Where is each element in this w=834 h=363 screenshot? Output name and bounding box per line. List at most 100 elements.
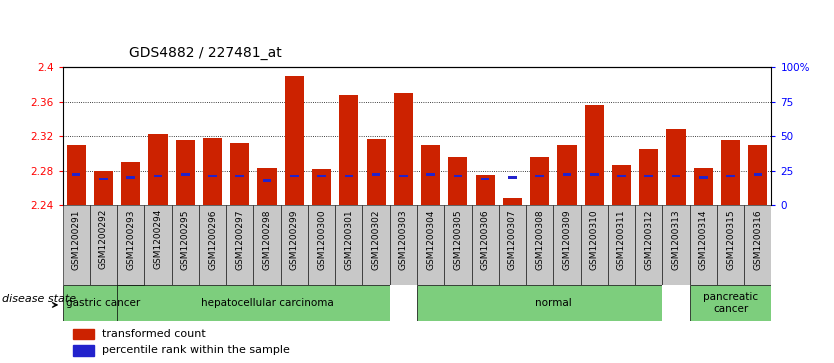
Bar	[454, 175, 462, 178]
Text: GSM1200316: GSM1200316	[753, 209, 762, 270]
Bar	[389, 285, 445, 321]
Bar	[639, 149, 658, 205]
Text: GSM1200293: GSM1200293	[126, 209, 135, 270]
Bar	[203, 138, 222, 205]
Bar	[721, 140, 740, 205]
Bar	[585, 105, 604, 205]
Bar	[421, 145, 440, 205]
Bar	[690, 285, 771, 321]
Bar	[530, 157, 550, 205]
Bar	[339, 95, 359, 205]
Bar	[553, 205, 580, 285]
Text: transformed count: transformed count	[102, 329, 205, 339]
Text: GSM1200311: GSM1200311	[617, 209, 626, 270]
Text: GSM1200315: GSM1200315	[726, 209, 735, 270]
Text: GSM1200312: GSM1200312	[644, 209, 653, 270]
Bar	[308, 205, 335, 285]
Bar	[508, 176, 517, 179]
Bar	[181, 174, 189, 176]
Bar	[363, 205, 389, 285]
Bar	[317, 175, 326, 178]
Text: normal: normal	[535, 298, 571, 308]
Bar	[208, 175, 217, 178]
Bar	[666, 129, 686, 205]
Text: GSM1200292: GSM1200292	[99, 209, 108, 269]
Bar	[744, 205, 771, 285]
Bar	[235, 175, 244, 178]
Bar	[127, 176, 135, 179]
Bar	[580, 205, 608, 285]
Bar	[90, 205, 117, 285]
Bar	[449, 157, 467, 205]
Text: GSM1200291: GSM1200291	[72, 209, 81, 270]
Text: gastric cancer: gastric cancer	[67, 298, 141, 308]
Bar	[645, 175, 653, 178]
Bar	[198, 205, 226, 285]
Bar	[445, 205, 471, 285]
Bar	[612, 164, 631, 205]
Text: GSM1200295: GSM1200295	[181, 209, 190, 270]
Text: GSM1200303: GSM1200303	[399, 209, 408, 270]
Text: GSM1200302: GSM1200302	[372, 209, 380, 270]
Bar	[335, 205, 363, 285]
Bar	[281, 205, 308, 285]
Bar	[499, 205, 526, 285]
Text: GSM1200305: GSM1200305	[454, 209, 462, 270]
Text: GSM1200310: GSM1200310	[590, 209, 599, 270]
Bar	[394, 93, 413, 205]
Bar	[754, 174, 762, 176]
Bar	[153, 175, 163, 178]
Text: pancreatic
cancer: pancreatic cancer	[703, 292, 758, 314]
Bar	[699, 176, 707, 179]
Text: GSM1200298: GSM1200298	[263, 209, 272, 270]
Bar	[73, 329, 94, 339]
Bar	[694, 168, 713, 205]
Text: GSM1200304: GSM1200304	[426, 209, 435, 270]
Text: GSM1200297: GSM1200297	[235, 209, 244, 270]
Bar	[117, 205, 144, 285]
Bar	[503, 198, 522, 205]
Text: hepatocellular carcinoma: hepatocellular carcinoma	[201, 298, 334, 308]
Bar	[226, 205, 254, 285]
Bar	[94, 171, 113, 205]
Bar	[254, 205, 281, 285]
Bar	[617, 175, 626, 178]
Bar	[690, 205, 717, 285]
Bar	[263, 179, 271, 182]
Bar	[117, 285, 417, 321]
Bar	[72, 174, 80, 176]
Bar	[471, 205, 499, 285]
Text: GSM1200314: GSM1200314	[699, 209, 708, 270]
Text: GSM1200308: GSM1200308	[535, 209, 545, 270]
Bar	[417, 285, 690, 321]
Bar	[662, 285, 717, 321]
Bar	[399, 175, 408, 178]
Bar	[671, 175, 681, 178]
Bar	[99, 178, 108, 180]
Bar	[63, 285, 144, 321]
Text: GSM1200299: GSM1200299	[289, 209, 299, 270]
Text: GSM1200309: GSM1200309	[562, 209, 571, 270]
Bar	[367, 139, 385, 205]
Text: GDS4882 / 227481_at: GDS4882 / 227481_at	[129, 46, 282, 60]
Text: disease state: disease state	[2, 294, 76, 305]
Text: GSM1200300: GSM1200300	[317, 209, 326, 270]
Bar	[258, 168, 277, 205]
Bar	[172, 205, 198, 285]
Bar	[426, 174, 435, 176]
Bar	[535, 175, 544, 178]
Bar	[662, 205, 690, 285]
Bar	[717, 205, 744, 285]
Text: GSM1200294: GSM1200294	[153, 209, 163, 269]
Bar	[417, 205, 445, 285]
Bar	[636, 205, 662, 285]
Text: GSM1200307: GSM1200307	[508, 209, 517, 270]
Bar	[590, 174, 599, 176]
Bar	[284, 76, 304, 205]
Bar	[475, 175, 495, 205]
Bar	[312, 169, 331, 205]
Bar	[563, 174, 571, 176]
Bar	[557, 145, 576, 205]
Bar	[389, 205, 417, 285]
Bar	[290, 175, 299, 178]
